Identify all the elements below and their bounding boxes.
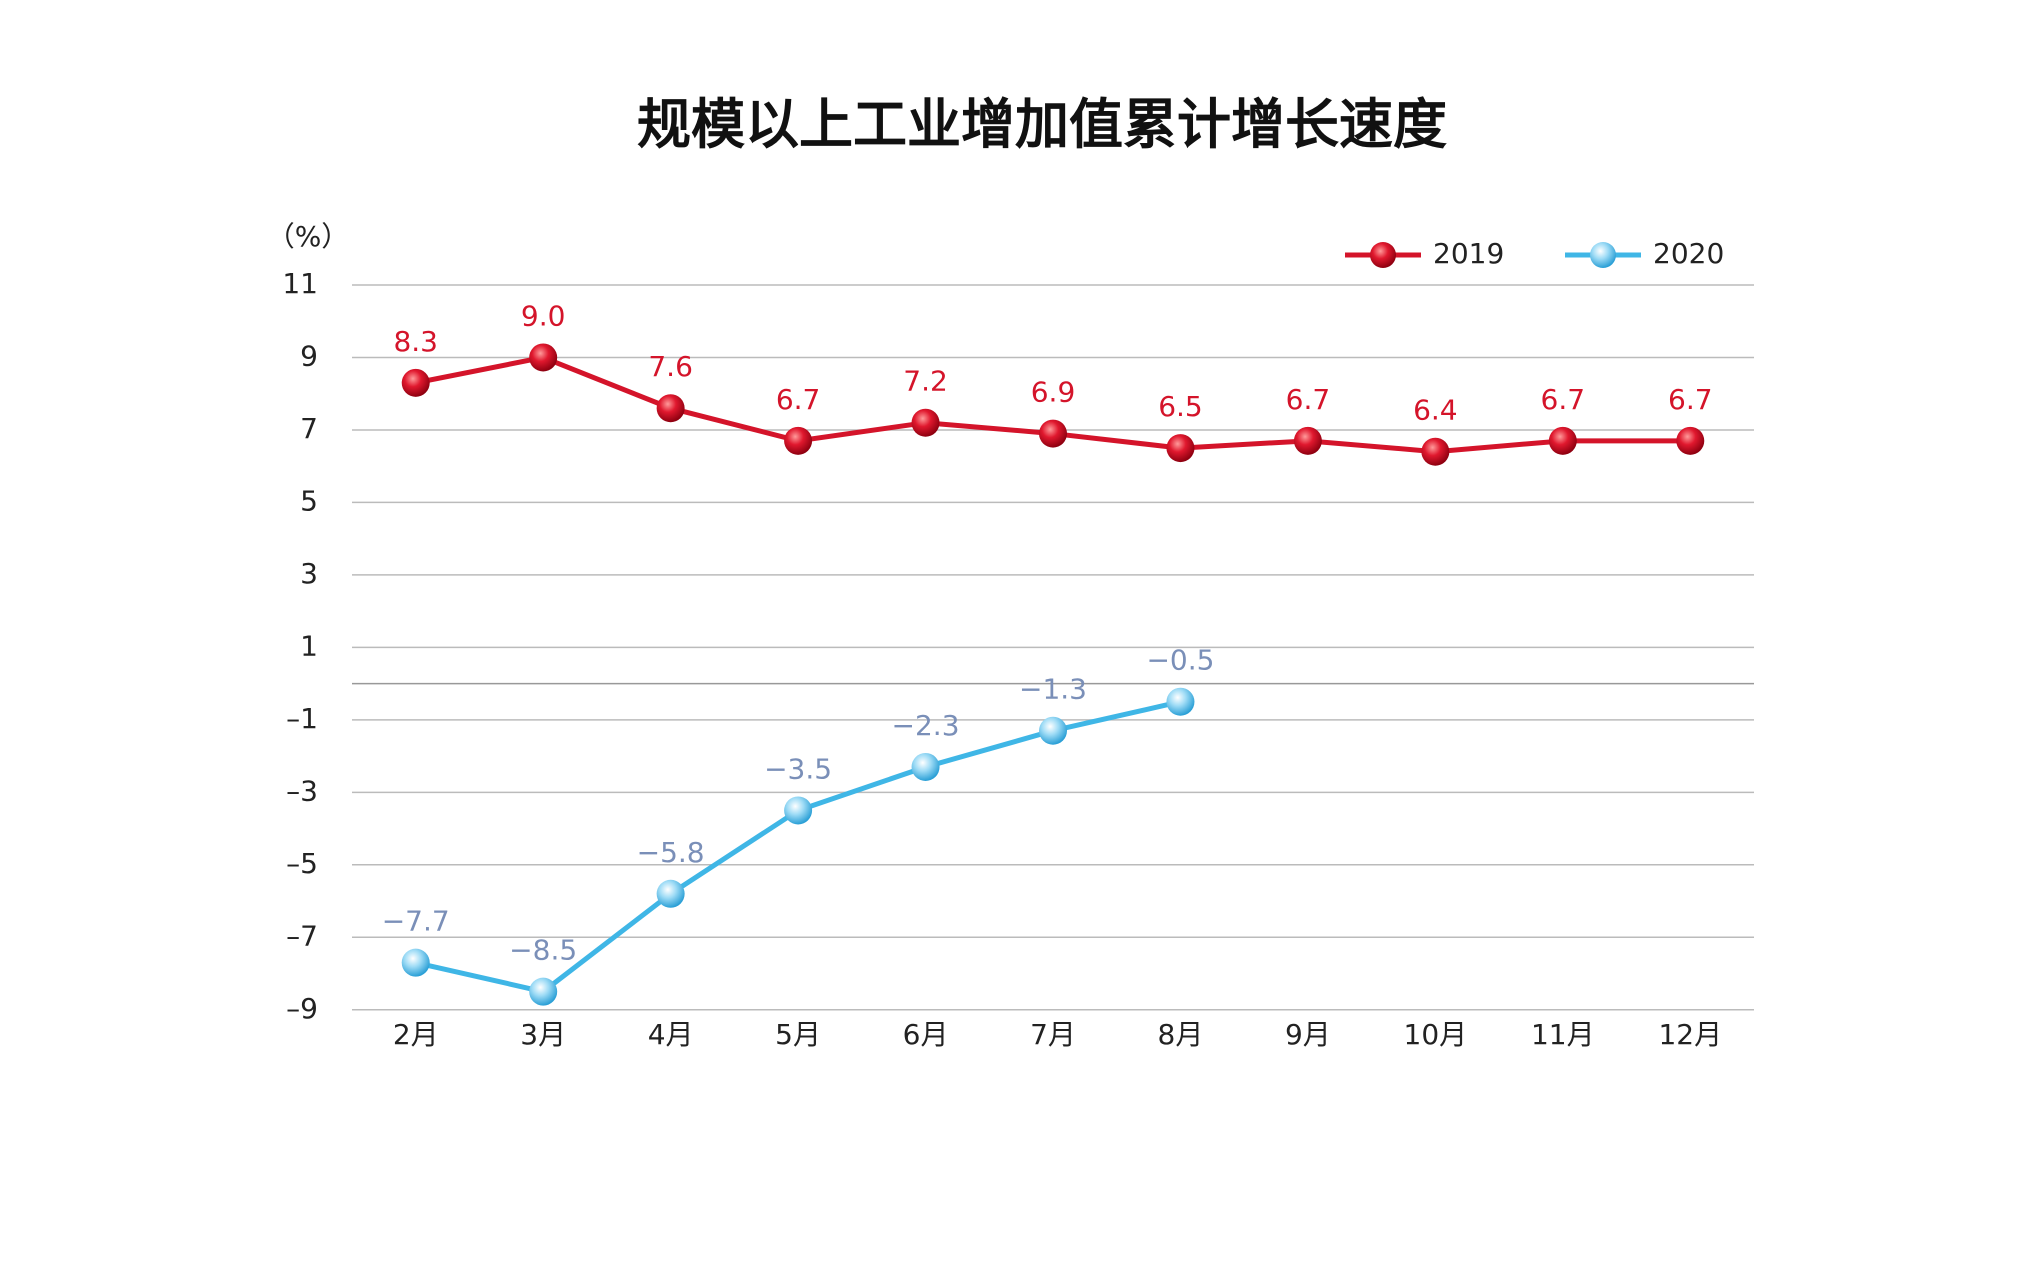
data-point [1166,434,1195,463]
x-tick-label: 9月 [1285,1018,1331,1051]
y-tick-label: –1 [286,702,318,735]
x-tick-label: 3月 [520,1018,566,1051]
x-tick-label: 6月 [903,1018,949,1051]
data-point [1548,426,1577,455]
x-tick-label: 10月 [1404,1018,1468,1051]
data-label: 6.7 [1668,383,1713,416]
x-tick-label: 5月 [775,1018,821,1051]
data-point [1166,687,1195,716]
data-point [911,408,940,437]
y-tick-label: 3 [300,557,318,590]
y-tick-label: 1 [300,629,318,662]
data-label: −5.8 [637,836,705,869]
legend-marker [1370,242,1396,268]
data-point [529,343,558,372]
data-label: 6.4 [1413,394,1458,427]
data-label: −2.3 [892,709,960,742]
data-point [1039,419,1067,448]
legend-marker [1590,242,1616,268]
x-tick-label: 12月 [1658,1018,1722,1051]
x-tick-label: 11月 [1531,1018,1595,1051]
data-label: 6.7 [1286,383,1331,416]
data-point [911,752,940,781]
data-point [784,796,813,825]
y-tick-label: 11 [282,267,318,300]
data-label: 6.9 [1031,376,1076,409]
data-label: 6.5 [1158,390,1203,423]
data-point [401,948,430,977]
data-label: −1.3 [1019,673,1087,706]
y-tick-label: 5 [300,484,318,517]
data-label: 7.6 [648,350,693,383]
x-tick-label: 4月 [648,1018,694,1051]
legend-label: 2019 [1433,237,1504,270]
data-label: 7.2 [903,365,948,398]
y-tick-label: –7 [286,919,318,952]
data-point [529,977,558,1006]
data-label: −8.5 [509,934,577,967]
x-tick-label: 8月 [1158,1018,1204,1051]
data-point [1039,716,1067,745]
legend-label: 2020 [1653,237,1724,270]
data-label: −7.7 [382,905,450,938]
data-label: −0.5 [1146,644,1214,677]
data-point [401,368,430,397]
y-tick-label: 9 [300,339,318,372]
data-point [1293,426,1322,455]
data-point [1421,437,1450,466]
data-label: 6.7 [776,383,821,416]
chart-title: 规模以上工业增加值累计增长速度 [637,92,1447,156]
data-point [784,426,813,455]
data-point [656,394,685,423]
x-tick-label: 7月 [1030,1018,1076,1051]
data-point [1676,426,1705,455]
x-tick-label: 2月 [393,1018,439,1051]
data-point [656,879,685,908]
data-label: −3.5 [764,752,832,785]
y-tick-label: –3 [286,774,318,807]
data-label: 9.0 [521,299,566,332]
y-tick-label: 7 [300,412,318,445]
data-label: 6.7 [1541,383,1586,416]
y-tick-label: –9 [286,992,318,1025]
data-label: 8.3 [393,325,438,358]
y-tick-label: –5 [286,847,318,880]
y-axis-label: （%） [267,220,350,253]
